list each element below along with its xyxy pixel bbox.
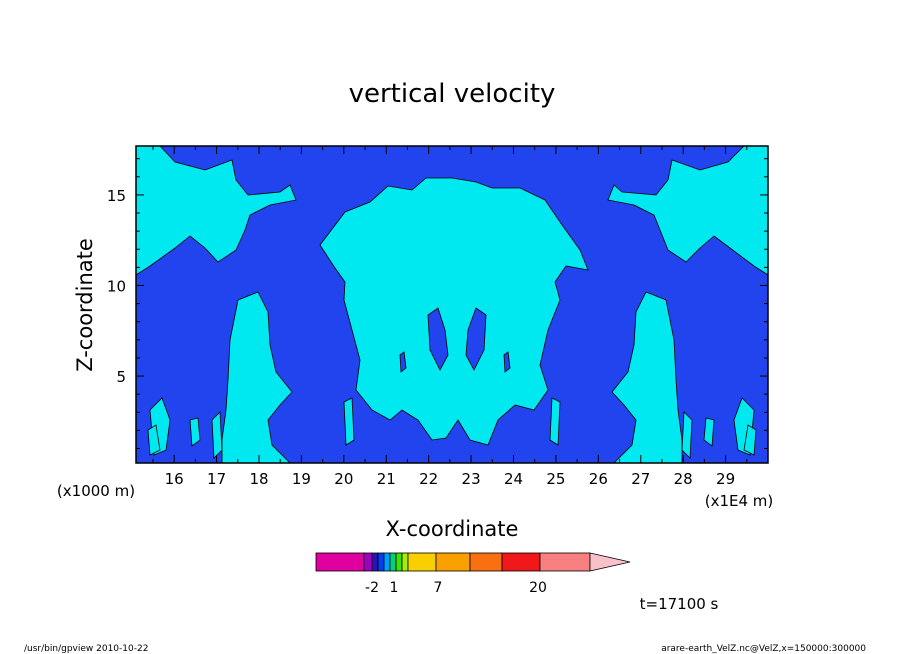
- y-tick-label: 10: [107, 277, 126, 295]
- contour-region: [681, 411, 693, 459]
- x-tick-label: 28: [674, 470, 693, 488]
- contour-region: [147, 424, 161, 456]
- x-tick-label: 24: [504, 470, 523, 488]
- x-tick-label: 16: [165, 470, 184, 488]
- time-annotation: t=17100 s: [640, 595, 719, 613]
- x-axis-label: X-coordinate: [386, 517, 519, 541]
- y-scale-note: (x1000 m): [57, 482, 135, 500]
- contour-region: [427, 307, 449, 371]
- x-tick-label: 29: [716, 470, 735, 488]
- x-tick-label: 25: [546, 470, 565, 488]
- colorbar-segment: [363, 552, 373, 572]
- colorbar-segment: [401, 552, 409, 572]
- colorbar-tick-label: 7: [434, 580, 443, 596]
- contour-region: [221, 291, 293, 464]
- colorbar-arrow: [589, 552, 631, 572]
- plot-frame: [135, 145, 769, 464]
- contour-region: [399, 351, 407, 373]
- x-tick-label: 23: [462, 470, 481, 488]
- contour-region: [343, 397, 355, 446]
- contour-region: [703, 417, 715, 447]
- x-tick-label: 19: [292, 470, 311, 488]
- positive-velocity-regions: [135, 145, 769, 464]
- colorbar-segment: [389, 552, 397, 572]
- y-axis-label: Z-coordinate: [73, 238, 97, 372]
- colorbar-segment: [371, 552, 379, 572]
- x-tick-label: 17: [207, 470, 226, 488]
- colorbar-segment: [407, 552, 437, 572]
- contour-region: [503, 351, 511, 373]
- footer-right: arare-earth_VelZ.nc@VelZ,x=150000:300000: [661, 644, 866, 654]
- contour-region: [607, 145, 769, 276]
- footer-left: /usr/bin/gpview 2010-10-22: [24, 644, 148, 654]
- contour-region: [549, 397, 561, 446]
- colorbar-segment: [435, 552, 471, 572]
- chart-title: vertical velocity: [349, 79, 556, 109]
- y-tick-label: 5: [116, 368, 126, 386]
- colorbar-segment: [383, 552, 391, 572]
- contour-region: [319, 177, 589, 446]
- x-tick-label: 27: [631, 470, 650, 488]
- contour-region: [611, 291, 683, 464]
- x-tick-label: 21: [377, 470, 396, 488]
- colorbar-segment: [377, 552, 385, 572]
- colorbar-segment: [501, 552, 541, 572]
- contour-region: [189, 417, 201, 447]
- colorbar-tick-label: 20: [529, 580, 547, 596]
- y-tick-label: 15: [107, 187, 126, 205]
- colorbar-segment: [469, 552, 503, 572]
- y-axis-ticks: 5 10 15: [107, 158, 768, 450]
- colorbar: -2 1 7 20: [315, 552, 631, 596]
- colorbar-segment: [395, 552, 403, 572]
- colorbar-tick-label: 1: [390, 580, 399, 596]
- x-tick-label: 22: [419, 470, 438, 488]
- colorbar-tick-label: -2: [365, 580, 379, 596]
- colorbar-segment: [539, 552, 591, 572]
- x-tick-label: 18: [249, 470, 268, 488]
- x-axis-ticks: 16 17 18 19 20 21 22 23 24 25 26 27 28 29: [152, 146, 748, 488]
- x-tick-label: 20: [334, 470, 353, 488]
- x-scale-note: (x1E4 m): [705, 492, 774, 510]
- plot-area: 16 17 18 19 20 21 22 23 24 25 26 27 28 29 5 10 15: [107, 145, 769, 488]
- x-tick-label: 26: [589, 470, 608, 488]
- colorbar-segment: [315, 552, 365, 572]
- contour-region: [135, 145, 297, 276]
- contour-region: [211, 411, 223, 459]
- contour-region: [465, 307, 487, 371]
- contour-region: [743, 424, 757, 456]
